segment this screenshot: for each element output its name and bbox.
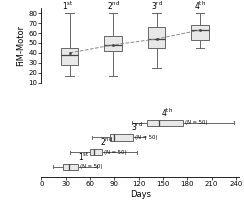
PathPatch shape (61, 48, 78, 65)
X-axis label: Days: Days (130, 190, 151, 199)
PathPatch shape (148, 27, 165, 48)
PathPatch shape (104, 36, 122, 51)
Text: (N = 50): (N = 50) (104, 150, 126, 155)
Text: 1$^{\rm{st}}$: 1$^{\rm{st}}$ (78, 150, 90, 163)
Text: (N = 50): (N = 50) (185, 120, 207, 125)
Text: 3$^{\rm{rd}}$: 3$^{\rm{rd}}$ (131, 121, 142, 133)
Text: 4$^{\rm{th}}$: 4$^{\rm{th}}$ (194, 0, 206, 12)
Text: 2$^{\rm{nd}}$: 2$^{\rm{nd}}$ (100, 136, 113, 148)
PathPatch shape (90, 149, 102, 155)
PathPatch shape (63, 164, 78, 170)
PathPatch shape (147, 120, 183, 126)
PathPatch shape (191, 25, 209, 40)
Text: 1$^{\rm{st}}$: 1$^{\rm{st}}$ (62, 0, 73, 12)
Text: 4$^{\rm{th}}$: 4$^{\rm{th}}$ (161, 106, 173, 119)
Text: 2$^{\rm{nd}}$: 2$^{\rm{nd}}$ (107, 0, 120, 12)
PathPatch shape (110, 134, 133, 140)
Y-axis label: FiM-Motor: FiM-Motor (17, 25, 26, 66)
Text: (N = 50): (N = 50) (135, 135, 157, 140)
Text: 3$^{\rm{rd}}$: 3$^{\rm{rd}}$ (151, 0, 163, 12)
Text: (N = 50): (N = 50) (80, 164, 102, 169)
